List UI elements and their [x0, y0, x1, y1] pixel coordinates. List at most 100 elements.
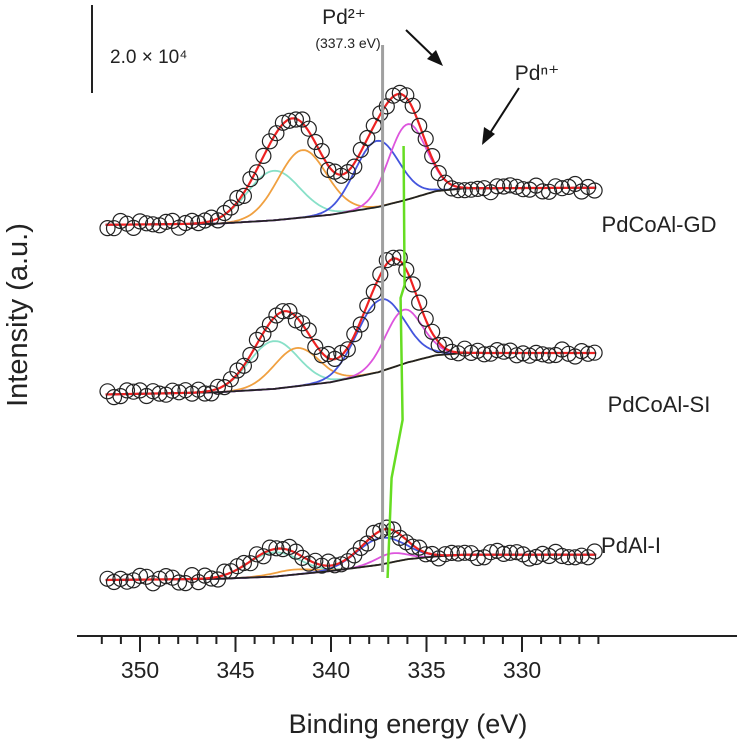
data-point — [430, 337, 447, 354]
data-point — [437, 546, 454, 563]
data-point — [489, 342, 506, 359]
y-axis-label: Intensity (a.u.) — [2, 223, 34, 407]
data-point — [294, 111, 311, 128]
data-point — [463, 181, 480, 198]
data-point — [443, 544, 460, 562]
sample-PdAl-I — [99, 519, 603, 592]
data-point — [242, 171, 259, 188]
data-point — [255, 548, 272, 565]
data-point — [255, 147, 272, 164]
data-point — [268, 540, 285, 557]
fit-peak-3 — [105, 298, 597, 396]
data-point — [307, 338, 324, 355]
data-point — [417, 546, 434, 563]
data-point — [144, 383, 162, 400]
data-point — [151, 385, 168, 402]
data-point — [424, 323, 441, 340]
data-point — [424, 148, 441, 165]
data-point — [339, 164, 356, 181]
curves-layer — [99, 84, 603, 592]
sample-PdCoAl-SI — [99, 249, 603, 406]
data-point — [469, 180, 486, 197]
data-point — [190, 573, 207, 591]
data-point — [222, 371, 239, 388]
data-point — [586, 182, 603, 199]
pd2-arrowhead — [427, 50, 443, 66]
data-point — [456, 182, 473, 199]
data-point — [508, 178, 525, 195]
pd2-arrow — [405, 29, 435, 58]
data-point — [242, 555, 259, 572]
data-point — [138, 215, 155, 232]
data-point — [385, 521, 402, 538]
data-point — [281, 112, 298, 129]
data-point — [346, 326, 363, 343]
data-point — [534, 346, 551, 363]
data-point — [540, 347, 558, 364]
data-point — [131, 213, 149, 230]
data-point — [203, 570, 220, 587]
data-point — [514, 345, 532, 362]
data-point — [209, 378, 226, 395]
data-point — [391, 84, 408, 102]
data-point — [553, 547, 571, 565]
data-point — [540, 183, 558, 200]
fit-envelope — [105, 257, 597, 396]
data-point — [248, 546, 265, 563]
data-point — [443, 180, 460, 197]
data-point — [235, 554, 252, 572]
sample-labels: PdCoAl-GD PdCoAl-SI PdAl-I — [601, 212, 716, 558]
data-point — [534, 545, 551, 563]
x-tick-label: 335 — [407, 657, 445, 683]
data-point — [313, 347, 330, 364]
data-point — [417, 130, 434, 147]
data-point — [417, 310, 434, 327]
x-tick-label: 350 — [121, 657, 159, 683]
x-axis-ticks: 350 345 340 335 330 — [100, 636, 600, 683]
data-point — [450, 545, 467, 562]
data-point — [372, 266, 389, 283]
data-point — [105, 389, 123, 406]
data-point — [326, 557, 343, 574]
sample-PdCoAl-GD — [99, 84, 603, 237]
data-point — [508, 544, 525, 561]
data-point — [274, 114, 291, 131]
data-point — [281, 303, 298, 320]
data-point — [346, 158, 363, 175]
sample-label: PdAl-I — [601, 533, 661, 558]
data-point — [489, 178, 506, 195]
data-point — [352, 316, 369, 333]
data-point — [482, 544, 499, 561]
data-point — [430, 165, 447, 182]
data-point — [99, 220, 116, 237]
data-point — [527, 177, 545, 194]
data-point — [287, 543, 304, 560]
data-point — [411, 539, 428, 556]
data-point — [495, 343, 512, 360]
data-point — [261, 316, 278, 333]
x-axis-label: Binding energy (eV) — [289, 709, 528, 739]
x-tick-label: 330 — [503, 657, 541, 683]
data-point — [502, 544, 519, 561]
data-point — [235, 187, 252, 204]
data-point — [229, 189, 246, 207]
data-point — [411, 117, 428, 135]
data-point — [255, 325, 272, 343]
data-point — [287, 111, 304, 128]
x-tick-label: 340 — [312, 657, 350, 683]
data-point — [300, 322, 317, 339]
data-point — [157, 567, 175, 585]
data-point — [378, 519, 395, 536]
data-point — [138, 568, 155, 585]
data-point — [560, 549, 577, 566]
data-point — [326, 350, 343, 367]
data-point — [248, 331, 265, 348]
data-point — [411, 294, 428, 311]
data-point — [547, 178, 564, 195]
data-point — [566, 549, 584, 566]
sample-label: PdCoAl-SI — [608, 392, 711, 417]
pdn-label: Pdⁿ⁺ — [515, 62, 559, 85]
data-point — [547, 346, 564, 364]
data-point — [495, 178, 512, 195]
data-point — [579, 345, 597, 362]
